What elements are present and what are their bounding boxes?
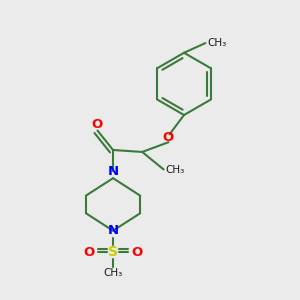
- Text: CH₃: CH₃: [166, 165, 185, 176]
- Text: N: N: [107, 224, 118, 237]
- Text: CH₃: CH₃: [103, 268, 123, 278]
- Text: O: O: [83, 246, 94, 259]
- Text: O: O: [91, 118, 102, 131]
- Text: S: S: [108, 245, 118, 259]
- Text: O: O: [132, 246, 143, 259]
- Text: O: O: [163, 131, 174, 144]
- Text: N: N: [107, 165, 118, 178]
- Text: CH₃: CH₃: [207, 38, 226, 48]
